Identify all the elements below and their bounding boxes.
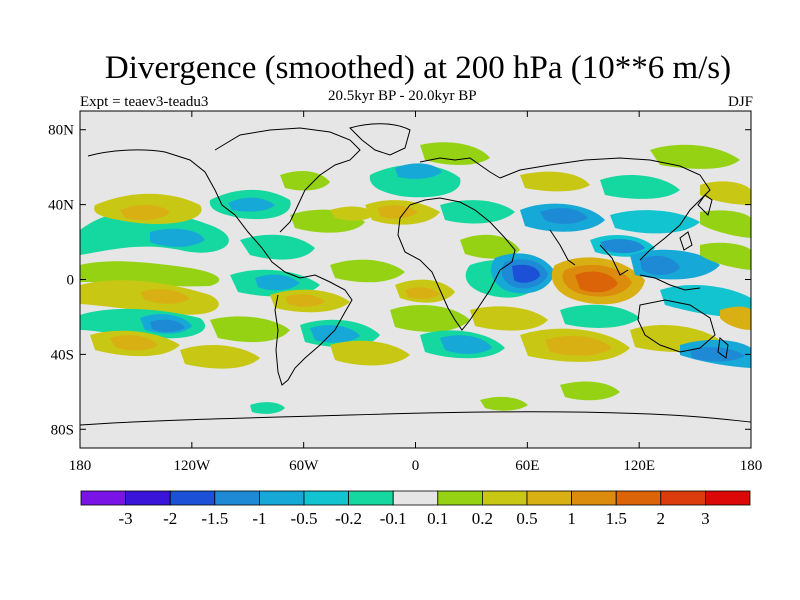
chart-subtitle: 20.5kyr BP - 20.0kyr BP xyxy=(328,88,477,104)
colorbar-swatch xyxy=(392,490,439,506)
colorbar-swatch xyxy=(348,490,394,506)
colorbar-label: 0.2 xyxy=(472,509,493,528)
axis-tick-labels: 80N 40N 0 40S 80S 180 120W 60W 0 60E 120E 180 xyxy=(48,123,762,474)
divergence-field xyxy=(80,142,751,414)
lat-tick-label: 0 xyxy=(67,273,75,289)
colorbar-swatch xyxy=(660,490,706,506)
colorbar-label: -1 xyxy=(252,509,266,528)
colorbar-label: -1.5 xyxy=(201,509,228,528)
colorbar-label: -0.5 xyxy=(291,509,318,528)
lon-tick-label: 180 xyxy=(69,458,92,474)
colorbar-labels: -3 -2 -1.5 -1 -0.5 -0.2 -0.1 0.1 0.2 0.5 1 1.5 2 3 xyxy=(119,509,710,528)
colorbar-swatch xyxy=(303,490,349,506)
season-label: DJF xyxy=(727,94,753,110)
colorbar-label: -0.2 xyxy=(335,509,362,528)
lon-tick-label: 0 xyxy=(412,458,420,474)
colorbar-label: 0.5 xyxy=(516,509,537,528)
lat-tick-label: 80S xyxy=(51,422,74,438)
lon-tick-label: 120W xyxy=(173,458,211,474)
colorbar-swatch xyxy=(80,490,126,506)
colorbar-swatch xyxy=(526,490,572,506)
colorbar-swatch xyxy=(214,490,260,506)
chart-title: Divergence (smoothed) at 200 hPa (10**6 … xyxy=(104,50,732,86)
colorbar-label: -0.1 xyxy=(380,509,407,528)
colorbar-swatch xyxy=(481,490,528,506)
colorbar-swatch xyxy=(258,490,305,506)
experiment-label: Expt = teaev3-teadu3 xyxy=(80,94,209,110)
lat-tick-label: 80N xyxy=(48,123,74,139)
lon-tick-label: 60W xyxy=(289,458,319,474)
lon-tick-label: 120E xyxy=(623,458,655,474)
axis-ticks xyxy=(79,111,752,448)
lon-tick-label: 60E xyxy=(515,458,539,474)
colorbar-swatch xyxy=(705,490,751,506)
colorbar-swatch xyxy=(169,490,216,506)
colorbar-label: 0.1 xyxy=(427,509,448,528)
colorbar-label: -3 xyxy=(119,509,133,528)
colorbar-swatch xyxy=(571,490,617,506)
coastlines xyxy=(80,123,751,426)
colorbar-label: 1.5 xyxy=(606,509,627,528)
colorbar xyxy=(80,490,751,506)
lat-tick-label: 40N xyxy=(48,198,74,214)
colorbar-swatch xyxy=(437,490,483,506)
colorbar-label: 2 xyxy=(657,509,666,528)
colorbar-swatch xyxy=(125,490,171,506)
lat-tick-label: 40S xyxy=(51,347,74,363)
lon-tick-label: 180 xyxy=(740,458,763,474)
colorbar-label: 3 xyxy=(701,509,710,528)
colorbar-label: 1 xyxy=(567,509,576,528)
colorbar-label: -2 xyxy=(163,509,177,528)
colorbar-swatch xyxy=(615,490,662,506)
